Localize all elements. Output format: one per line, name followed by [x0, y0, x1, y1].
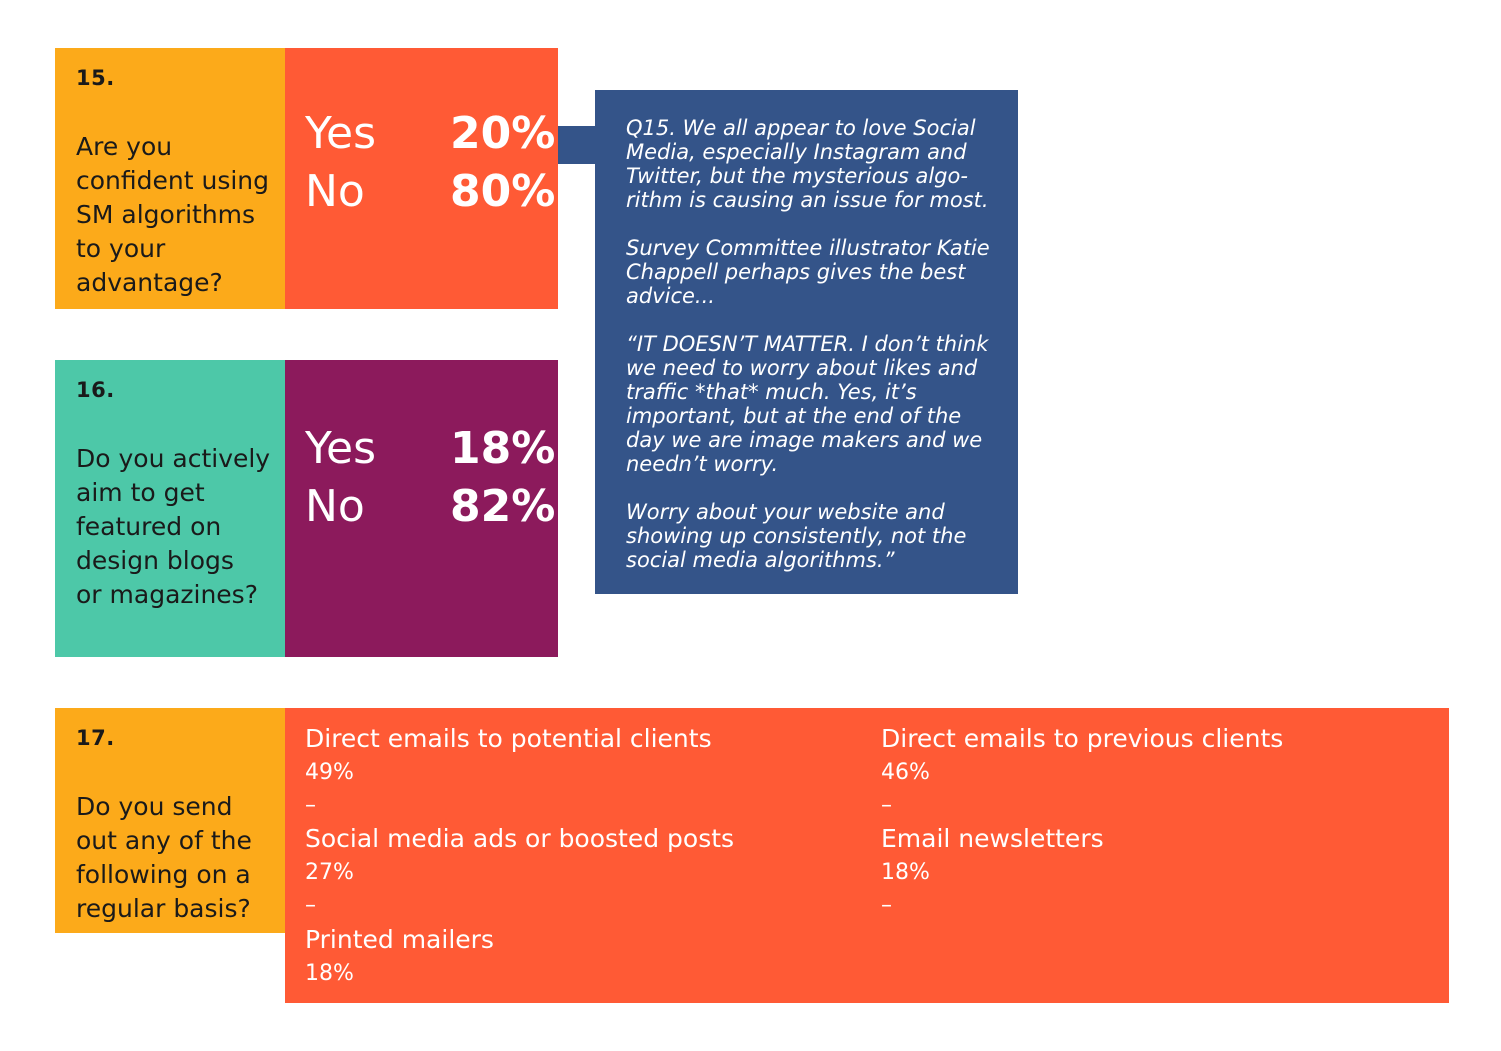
q15-question-line: advantage?: [76, 268, 223, 297]
q17-question-line: out any of the: [76, 826, 252, 855]
quote-paragraph: Q15. We all appear to love Social Media,…: [626, 116, 989, 212]
quote-paragraph: Worry about your website and showing up …: [626, 500, 967, 572]
q17-item: Direct emails to previous clients 46% –: [881, 722, 1283, 822]
q17-item-label: Email newsletters: [881, 824, 1104, 853]
q17-item-separator: –: [305, 893, 316, 918]
q17-item-separator: –: [881, 893, 892, 918]
q16-question-line: design blogs: [76, 546, 234, 575]
q17-item-label: Printed mailers: [305, 925, 494, 954]
q17-item-value: 18%: [305, 961, 354, 986]
q17-answer-box: Direct emails to potential clients 49% –…: [285, 708, 1449, 1003]
quote-paragraph: “IT DOESN’T MATTER. I don’t think we nee…: [626, 332, 989, 476]
q16-question-line: aim to get: [76, 478, 205, 507]
q17-item-separator: –: [881, 793, 892, 818]
q17-item: Email newsletters 18% –: [881, 822, 1104, 922]
q15-question-box: 15. Are you confident using SM algorithm…: [55, 48, 286, 309]
quote-box: Q15. We all appear to love Social Media,…: [595, 90, 1018, 594]
q15-question-line: SM algorithms: [76, 200, 256, 229]
q15-question-line: Are you: [76, 132, 173, 161]
q17-question-line: Do you send: [76, 792, 233, 821]
q17-item: Direct emails to potential clients 49% –: [305, 722, 712, 822]
q17-question-line: regular basis?: [76, 894, 251, 923]
q16-answer-box: Yes 18% No 82%: [285, 360, 558, 657]
q17-item: Printed mailers 18%: [305, 923, 494, 991]
q16-number: 16.: [76, 378, 115, 402]
q17-number: 17.: [76, 726, 115, 750]
q16-question-line: featured on: [76, 512, 222, 541]
q17-item-value: 49%: [305, 760, 354, 785]
q17-item: Social media ads or boosted posts 27% –: [305, 822, 734, 922]
q15-answer-no-label: No: [305, 166, 365, 217]
quote-paragraph: Survey Committee illustrator Katie Chapp…: [626, 236, 990, 308]
q17-item-separator: –: [305, 793, 316, 818]
q17-question-box: 17. Do you send out any of the following…: [55, 708, 286, 933]
q17-item-label: Direct emails to previous clients: [881, 724, 1284, 753]
q16-answer-no-value: 82%: [450, 481, 556, 532]
q16-answer-yes-label: Yes: [305, 423, 377, 474]
quote-connector: [558, 126, 596, 164]
q15-number: 15.: [76, 66, 115, 90]
q17-item-label: Direct emails to potential clients: [305, 724, 712, 753]
q17-question-line: following on a: [76, 860, 251, 889]
q17-item-value: 18%: [881, 860, 930, 885]
q15-answer-yes-value: 20%: [450, 108, 556, 159]
q15-question-line: to your: [76, 234, 166, 263]
q16-question-line: or magazines?: [76, 580, 258, 609]
q15-answer-yes-label: Yes: [305, 108, 377, 159]
q17-item-value: 46%: [881, 760, 930, 785]
q16-question-line: Do you actively: [76, 444, 271, 473]
q15-question-line: confident using: [76, 166, 270, 195]
q17-item-value: 27%: [305, 860, 354, 885]
q16-answer-no-label: No: [305, 481, 365, 532]
q15-answer-box: Yes 20% No 80%: [285, 48, 558, 309]
q15-answer-no-value: 80%: [450, 166, 556, 217]
q16-question-box: 16. Do you actively aim to get featured …: [55, 360, 286, 657]
q17-item-label: Social media ads or boosted posts: [305, 824, 735, 853]
q16-answer-yes-value: 18%: [450, 423, 556, 474]
